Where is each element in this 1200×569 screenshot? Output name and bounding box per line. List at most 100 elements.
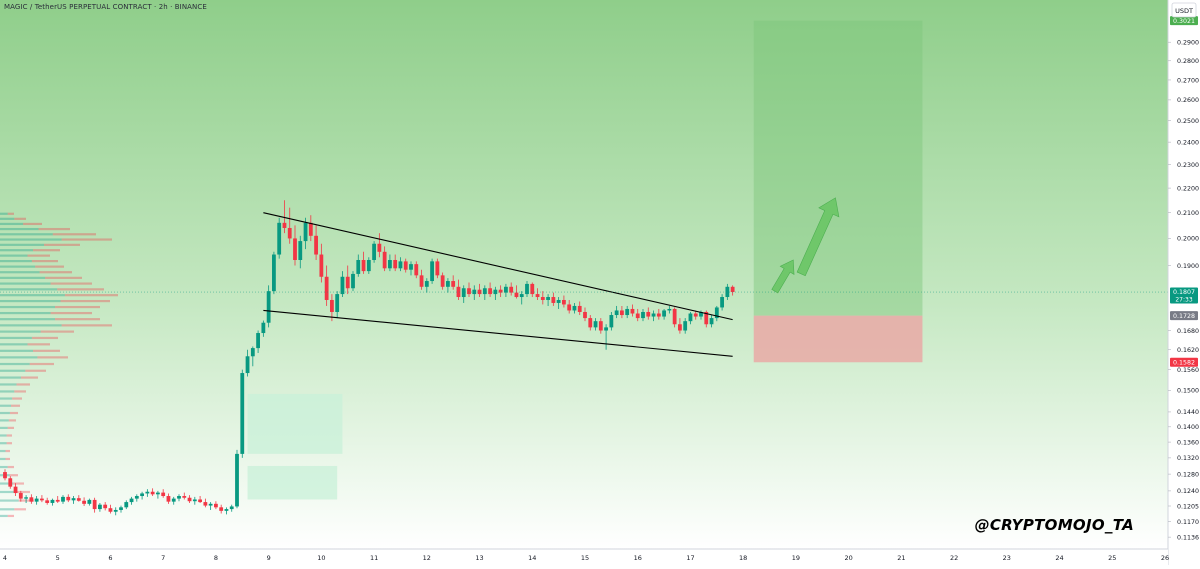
- volume-bar: [0, 294, 65, 297]
- candle: [683, 318, 688, 334]
- candle-body: [29, 497, 34, 502]
- author-watermark: @CRYPTOMOJO_TA: [974, 516, 1134, 534]
- price-tick: 0.2600: [1168, 97, 1199, 104]
- time-tick-label: 9: [267, 554, 271, 562]
- candle: [214, 501, 218, 510]
- candle-body: [461, 288, 466, 298]
- candle: [82, 497, 86, 507]
- candle: [398, 257, 403, 272]
- volume-bar: [0, 330, 41, 333]
- arrow-large: [796, 197, 840, 277]
- arrows-layer: [771, 197, 840, 294]
- volume-bar: [0, 449, 6, 453]
- candle: [261, 320, 266, 337]
- candle-body: [514, 292, 519, 298]
- volume-bar: [27, 343, 50, 346]
- volume-bar: [0, 233, 53, 236]
- candle-body: [656, 313, 661, 317]
- volume-bar: [0, 276, 46, 279]
- price-tick-label: 0.1320: [1177, 455, 1199, 462]
- volume-bar: [50, 282, 92, 285]
- volume-bar: [38, 227, 70, 231]
- time-axis-background[interactable]: [0, 549, 1168, 565]
- currency-badge[interactable]: USDT: [1171, 2, 1197, 18]
- candle-body: [266, 291, 271, 323]
- time-tick-label: 5: [56, 554, 60, 562]
- volume-bar: [0, 217, 15, 220]
- price-tick-label: 0.1900: [1177, 263, 1199, 270]
- volume-bar: [0, 369, 26, 372]
- candle-body: [598, 321, 603, 331]
- candle-body: [224, 509, 229, 511]
- candle: [277, 217, 282, 259]
- candle-body: [45, 500, 50, 503]
- candle: [504, 283, 508, 298]
- price-tick-label: 0.2500: [1177, 118, 1199, 125]
- candle-body: [525, 283, 529, 295]
- time-tick-label: 12: [423, 554, 431, 562]
- price-tick-label: 0.1280: [1177, 471, 1199, 478]
- volume-bar: [40, 330, 74, 333]
- candle-body: [720, 297, 724, 308]
- candle-body: [451, 281, 456, 287]
- candle: [166, 493, 171, 504]
- volume-bar: [8, 419, 16, 422]
- price-tick-label: 0.2300: [1177, 162, 1199, 169]
- time-tick-label: 23: [1003, 554, 1011, 562]
- candle-body: [192, 499, 197, 502]
- candle-body: [704, 311, 709, 325]
- candle: [45, 497, 50, 505]
- candle: [55, 496, 60, 503]
- target-zone: [753, 20, 923, 316]
- candle: [34, 496, 39, 505]
- candle-body: [630, 308, 635, 314]
- candle: [324, 265, 329, 306]
- candle-body: [372, 243, 376, 260]
- candle: [424, 278, 429, 293]
- candle-body: [145, 491, 150, 494]
- candle-body: [308, 222, 313, 236]
- volume-bar: [45, 276, 82, 279]
- candle-body: [229, 506, 234, 510]
- candle: [488, 282, 492, 298]
- volume-bar: [33, 249, 60, 252]
- volume-bar: [7, 212, 14, 215]
- candle: [366, 257, 371, 274]
- candle-body: [388, 259, 392, 269]
- candle-body: [219, 507, 224, 511]
- price-axis-background[interactable]: [1168, 0, 1200, 565]
- candle-body: [551, 297, 556, 303]
- candle: [198, 496, 202, 503]
- candle: [588, 315, 593, 331]
- candle: [319, 243, 324, 283]
- candle-body: [635, 313, 640, 319]
- candle-body: [34, 498, 39, 502]
- candle: [662, 308, 666, 320]
- candle: [356, 254, 361, 277]
- time-tick-label: 16: [634, 554, 642, 562]
- candle: [134, 494, 139, 502]
- volume-bar: [0, 336, 32, 340]
- candle-body: [187, 497, 192, 502]
- volume-bar: [39, 271, 72, 274]
- price-label-value: 0.1582: [1173, 359, 1195, 366]
- candle-body: [683, 321, 688, 331]
- volume-bar: [0, 249, 33, 252]
- volume-bar: [0, 383, 17, 386]
- price-tick-label: 0.1205: [1177, 503, 1199, 510]
- candle: [446, 278, 450, 293]
- candle: [282, 200, 287, 234]
- volume-bar: [0, 324, 62, 327]
- candle: [461, 285, 466, 303]
- volume-bar: [0, 426, 8, 429]
- candle-body: [398, 261, 403, 269]
- candle: [250, 346, 255, 367]
- volume-bar: [44, 243, 80, 246]
- candle-body: [446, 281, 450, 287]
- time-tick-label: 24: [1055, 554, 1063, 562]
- price-tick: 0.1320: [1168, 455, 1199, 462]
- candle-body: [250, 348, 255, 357]
